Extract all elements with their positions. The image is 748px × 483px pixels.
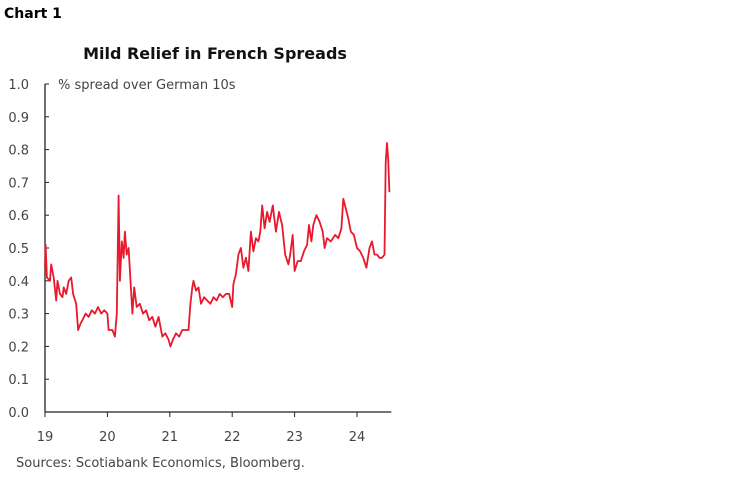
chart-title: Mild Relief in French Spreads <box>83 44 347 63</box>
x-tick-label: 19 <box>37 430 54 445</box>
spread-series-line <box>44 142 391 348</box>
x-tick-label: 22 <box>224 430 241 445</box>
x-tick-label: 24 <box>349 430 366 445</box>
y-tick-label: 0.1 <box>8 373 29 388</box>
y-tick-label: 0.8 <box>8 144 29 159</box>
y-tick-label: 0.3 <box>8 308 29 323</box>
y-tick-label: 0.6 <box>8 209 29 224</box>
x-tick-label: 21 <box>162 430 179 445</box>
source-note: Sources: Scotiabank Economics, Bloomberg… <box>16 456 305 471</box>
y-tick-label: 0.9 <box>8 111 29 126</box>
y-tick-label: 0.7 <box>8 176 29 191</box>
chart-header: Chart 1 <box>4 6 62 22</box>
y-axis-label: % spread over German 10s <box>58 78 236 93</box>
y-tick-label: 0.0 <box>8 406 29 421</box>
y-tick-label: 0.2 <box>8 340 29 355</box>
x-tick-label: 20 <box>99 430 116 445</box>
y-tick-label: 1.0 <box>8 78 29 93</box>
x-tick-label: 23 <box>286 430 303 445</box>
y-tick-label: 0.5 <box>8 242 29 257</box>
y-tick-label: 0.4 <box>8 275 29 290</box>
